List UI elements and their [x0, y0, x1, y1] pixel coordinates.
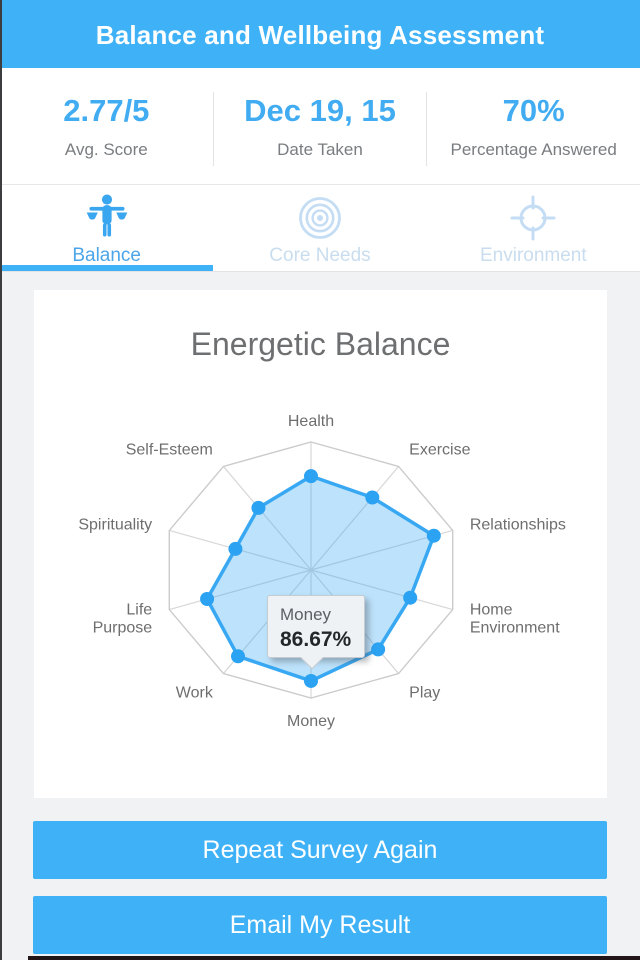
stat-divider	[212, 92, 214, 166]
screen-left-edge	[0, 0, 2, 960]
avg-score-value: 2.77/5	[63, 93, 150, 128]
crosshair-target-icon	[510, 195, 556, 241]
stat-date-taken: Dec 19, 15 Date Taken	[214, 68, 427, 184]
page-title: Balance and Wellbeing Assessment	[95, 20, 545, 50]
email-result-button[interactable]: Email My Result	[33, 896, 607, 954]
tab-environment[interactable]: Environment	[427, 185, 640, 271]
active-tab-underline	[0, 265, 213, 271]
axis-label-work: Work	[176, 684, 214, 701]
data-point-money[interactable]	[304, 673, 318, 688]
tab-balance-label: Balance	[72, 245, 141, 266]
data-point-self-esteem[interactable]	[251, 500, 266, 515]
radar-grid-ring	[168, 441, 454, 699]
screen-bottom-edge	[28, 956, 640, 960]
data-point-play[interactable]	[371, 642, 386, 657]
data-point-spirituality[interactable]	[228, 541, 243, 556]
chart-title: Energetic Balance	[190, 326, 451, 362]
chart-card: Energetic Balance Health Exercise Relation…	[34, 290, 607, 798]
avg-score-label: Avg. Score	[64, 140, 148, 159]
percentage-answered-value: 70%	[502, 93, 565, 128]
axis-label-play: Play	[409, 684, 440, 701]
app-header: Balance and Wellbeing Assessment	[0, 0, 640, 68]
percentage-answered-label: Percentage Answered	[450, 140, 617, 159]
radar-spoke	[222, 466, 312, 571]
axis-label-life-purpose: Life Purpose	[93, 601, 153, 636]
radar-spoke	[310, 466, 400, 571]
axis-label-spirituality: Spirituality	[78, 517, 152, 534]
axis-label-exercise: Exercise	[409, 442, 470, 459]
tab-core-needs[interactable]: Core Needs	[213, 185, 426, 271]
data-point-home-environment[interactable]	[403, 590, 418, 605]
data-point-life-purpose[interactable]	[200, 592, 215, 607]
axis-label-home-environment: Home Environment	[470, 601, 560, 636]
date-taken-value: Dec 19, 15	[244, 93, 396, 128]
tab-bar: Balance Core Needs Environment	[0, 184, 640, 272]
stat-divider	[426, 92, 428, 166]
balance-scale-icon	[86, 194, 127, 237]
tab-environment-label: Environment	[479, 245, 587, 266]
stats-summary: 2.77/5 Avg. Score Dec 19, 15 Date Taken …	[0, 68, 640, 184]
axis-label-health: Health	[288, 413, 334, 430]
data-point-work[interactable]	[231, 649, 246, 664]
stat-avg-score: 2.77/5 Avg. Score	[0, 68, 213, 184]
axis-label-relationships: Relationships	[470, 517, 566, 534]
date-taken-label: Date Taken	[277, 140, 363, 159]
axis-label-money: Money	[287, 713, 335, 730]
radar-chart[interactable]: Health Exercise Relationships Home Environme…	[34, 290, 607, 798]
data-point-health[interactable]	[304, 469, 318, 484]
tab-core-needs-label: Core Needs	[269, 245, 371, 266]
data-point-relationships[interactable]	[426, 528, 441, 543]
radar-spoke	[310, 569, 453, 611]
axis-label-self-esteem: Self-Esteem	[126, 442, 213, 459]
chart-tooltip: Money 86.67%	[267, 595, 365, 669]
tab-balance[interactable]: Balance	[0, 185, 213, 271]
repeat-survey-button[interactable]: Repeat Survey Again	[33, 821, 607, 879]
tooltip-value: 86.67%	[280, 628, 352, 651]
radar-spoke	[169, 569, 312, 611]
stat-percentage-answered: 70% Percentage Answered	[427, 68, 640, 184]
data-point-exercise[interactable]	[365, 490, 380, 505]
bullseye-icon	[299, 197, 341, 239]
tooltip-category: Money	[280, 605, 332, 624]
